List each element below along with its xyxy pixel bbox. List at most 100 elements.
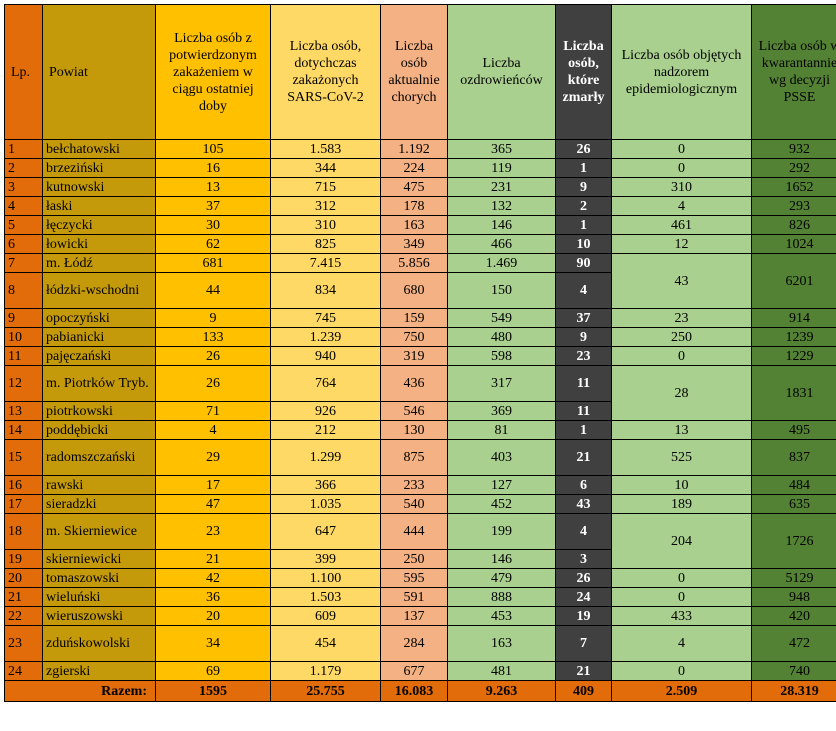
table-row: 10 pabianicki 133 1.239 750 480 9 250 1239 xyxy=(4,327,836,347)
cell-quarantine: 740 xyxy=(751,661,836,681)
cell-active: 5.856 xyxy=(380,253,448,273)
cell-total: 1.299 xyxy=(270,439,381,476)
table-body: 1 bełchatowski 105 1.583 1.192 365 26 0 932 2 brze… xyxy=(4,139,836,681)
cell-epi: 0 xyxy=(611,139,752,159)
cell-total: 1.239 xyxy=(270,327,381,347)
cell-total: 834 xyxy=(270,272,381,309)
cell-deaths: 1 xyxy=(555,420,612,440)
cell-deaths: 24 xyxy=(555,587,612,607)
cell-confirmed: 26 xyxy=(155,365,271,402)
table-row: 24 zgierski 69 1.179 677 481 21 0 740 xyxy=(4,661,836,681)
cell-confirmed: 26 xyxy=(155,346,271,366)
cell-deaths: 21 xyxy=(555,439,612,476)
cell-powiat: kutnowski xyxy=(42,177,156,197)
cell-lp: 20 xyxy=(4,568,43,588)
cell-deaths: 26 xyxy=(555,568,612,588)
cell-confirmed: 30 xyxy=(155,215,271,235)
table-header: Lp. Powiat Liczba osób z potwierdzonym z… xyxy=(4,4,836,140)
cell-total: 609 xyxy=(270,606,381,626)
cell-recovered: 119 xyxy=(447,158,556,178)
cell-recovered: 479 xyxy=(447,568,556,588)
cell-active: 540 xyxy=(380,494,448,514)
cell-total: 366 xyxy=(270,475,381,495)
cell-powiat: łaski xyxy=(42,196,156,216)
table-row: 6 łowicki 62 825 349 466 10 12 1024 xyxy=(4,234,836,254)
cell-deaths: 11 xyxy=(555,401,612,421)
cell-active: 680 xyxy=(380,272,448,309)
cell-lp: 12 xyxy=(4,365,43,402)
cell-epi: 43 xyxy=(611,253,752,309)
cell-lp: 18 xyxy=(4,513,43,550)
cell-quarantine: 1229 xyxy=(751,346,836,366)
cell-total: 399 xyxy=(270,549,381,569)
totals-epi: 2.509 xyxy=(611,680,752,702)
cell-total: 454 xyxy=(270,625,381,662)
header-total: Liczba osób, dotychczas zakażonych SARS-… xyxy=(270,4,381,140)
cell-total: 1.100 xyxy=(270,568,381,588)
cell-deaths: 3 xyxy=(555,549,612,569)
cell-active: 1.192 xyxy=(380,139,448,159)
cell-quarantine: 5129 xyxy=(751,568,836,588)
table-row: 4 łaski 37 312 178 132 2 4 293 xyxy=(4,196,836,216)
cell-confirmed: 29 xyxy=(155,439,271,476)
cell-total: 745 xyxy=(270,308,381,328)
cell-deaths: 90 xyxy=(555,253,612,273)
cell-total: 1.035 xyxy=(270,494,381,514)
cell-active: 349 xyxy=(380,234,448,254)
header-powiat: Powiat xyxy=(42,4,156,140)
cell-confirmed: 133 xyxy=(155,327,271,347)
cell-total: 647 xyxy=(270,513,381,550)
cell-epi: 0 xyxy=(611,587,752,607)
cell-quarantine: 420 xyxy=(751,606,836,626)
cell-active: 595 xyxy=(380,568,448,588)
cell-quarantine: 948 xyxy=(751,587,836,607)
cell-recovered: 466 xyxy=(447,234,556,254)
cell-active: 163 xyxy=(380,215,448,235)
cell-confirmed: 17 xyxy=(155,475,271,495)
table-row: 14 poddębicki 4 212 130 81 1 13 495 xyxy=(4,420,836,440)
cell-deaths: 26 xyxy=(555,139,612,159)
cell-epi: 4 xyxy=(611,196,752,216)
totals-active: 16.083 xyxy=(380,680,448,702)
cell-confirmed: 34 xyxy=(155,625,271,662)
cell-epi: 461 xyxy=(611,215,752,235)
cell-powiat: zduńskowolski xyxy=(42,625,156,662)
cell-recovered: 231 xyxy=(447,177,556,197)
cell-active: 591 xyxy=(380,587,448,607)
cell-epi: 13 xyxy=(611,420,752,440)
cell-deaths: 37 xyxy=(555,308,612,328)
cell-recovered: 81 xyxy=(447,420,556,440)
cell-quarantine: 6201 xyxy=(751,253,836,309)
cell-deaths: 9 xyxy=(555,327,612,347)
table-row: 20 tomaszowski 42 1.100 595 479 26 0 5129 xyxy=(4,568,836,588)
cell-confirmed: 37 xyxy=(155,196,271,216)
cell-confirmed: 105 xyxy=(155,139,271,159)
cell-recovered: 888 xyxy=(447,587,556,607)
cell-active: 284 xyxy=(380,625,448,662)
cell-lp: 21 xyxy=(4,587,43,607)
cell-confirmed: 36 xyxy=(155,587,271,607)
covid-stats-table: Lp. Powiat Liczba osób z potwierdzonym z… xyxy=(4,4,836,702)
cell-confirmed: 13 xyxy=(155,177,271,197)
cell-quarantine: 1024 xyxy=(751,234,836,254)
cell-total: 312 xyxy=(270,196,381,216)
cell-lp: 6 xyxy=(4,234,43,254)
cell-total: 1.179 xyxy=(270,661,381,681)
cell-active: 319 xyxy=(380,346,448,366)
cell-deaths: 21 xyxy=(555,661,612,681)
cell-epi: 28 xyxy=(611,365,752,421)
cell-powiat: łowicki xyxy=(42,234,156,254)
cell-confirmed: 71 xyxy=(155,401,271,421)
cell-lp: 11 xyxy=(4,346,43,366)
cell-total: 926 xyxy=(270,401,381,421)
cell-confirmed: 20 xyxy=(155,606,271,626)
cell-total: 7.415 xyxy=(270,253,381,273)
table-row: 9 opoczyński 9 745 159 549 37 23 914 xyxy=(4,308,836,328)
cell-confirmed: 9 xyxy=(155,308,271,328)
cell-confirmed: 23 xyxy=(155,513,271,550)
cell-quarantine: 472 xyxy=(751,625,836,662)
cell-recovered: 453 xyxy=(447,606,556,626)
cell-recovered: 549 xyxy=(447,308,556,328)
cell-powiat: skierniewicki xyxy=(42,549,156,569)
cell-lp: 5 xyxy=(4,215,43,235)
